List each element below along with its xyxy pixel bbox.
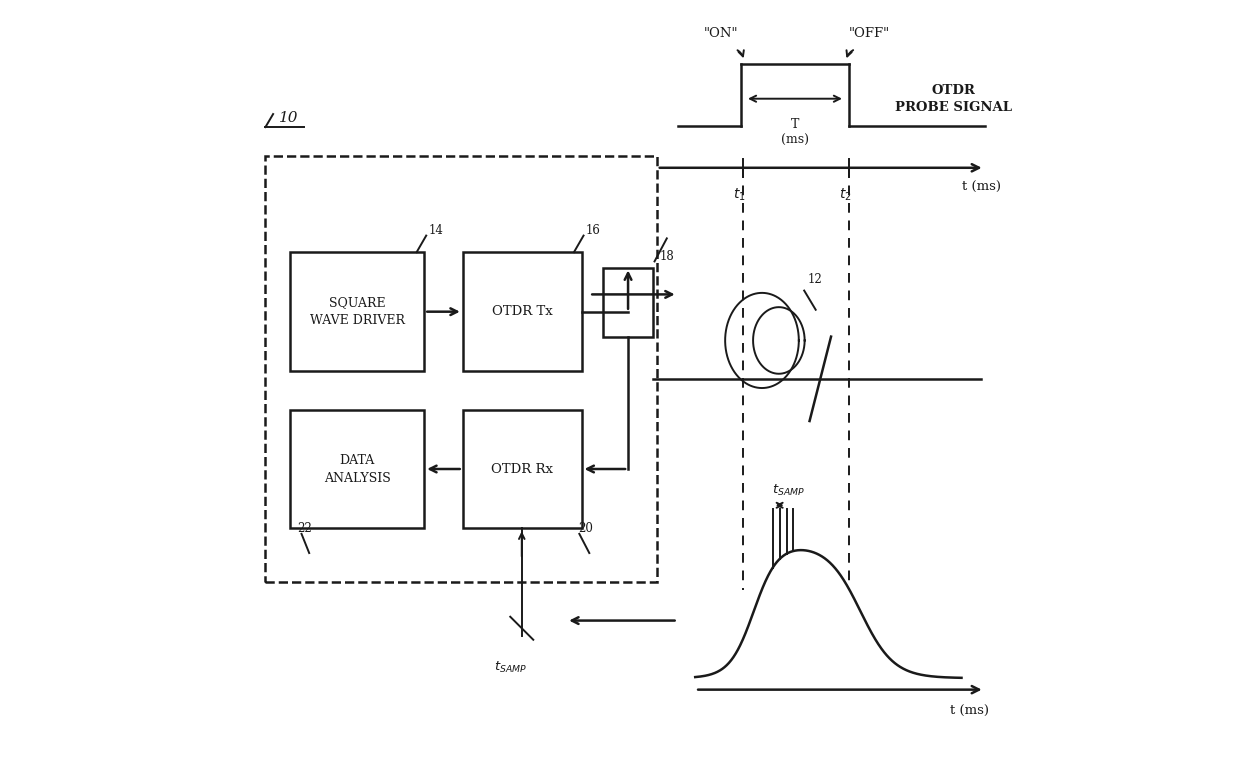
FancyBboxPatch shape	[463, 252, 582, 371]
Text: 18: 18	[660, 250, 673, 263]
Text: 10: 10	[279, 111, 298, 124]
Text: OTDR Rx: OTDR Rx	[491, 462, 553, 475]
Text: 20: 20	[578, 523, 593, 536]
Text: "OFF": "OFF"	[849, 27, 890, 40]
FancyBboxPatch shape	[290, 252, 424, 371]
Text: 22: 22	[298, 523, 312, 536]
Text: $t_1$: $t_1$	[733, 186, 746, 203]
FancyBboxPatch shape	[463, 410, 582, 529]
Text: 12: 12	[808, 273, 823, 286]
Text: 14: 14	[429, 224, 444, 237]
Text: $t_2$: $t_2$	[839, 186, 852, 203]
Text: 16: 16	[585, 224, 600, 237]
Text: $t_{SAMP}$: $t_{SAMP}$	[494, 659, 527, 675]
FancyBboxPatch shape	[290, 410, 424, 529]
Text: t (ms): t (ms)	[961, 181, 1001, 194]
Text: OTDR Tx: OTDR Tx	[492, 305, 553, 318]
Text: SQUARE
WAVE DRIVER: SQUARE WAVE DRIVER	[310, 296, 404, 327]
Text: "ON": "ON"	[704, 27, 739, 40]
Text: DATA
ANALYSIS: DATA ANALYSIS	[324, 454, 391, 485]
Text: T
(ms): T (ms)	[781, 118, 808, 147]
Text: t (ms): t (ms)	[950, 705, 990, 718]
Text: OTDR
PROBE SIGNAL: OTDR PROBE SIGNAL	[895, 83, 1012, 114]
Text: $t_{SAMP}$: $t_{SAMP}$	[773, 483, 805, 498]
FancyBboxPatch shape	[603, 267, 653, 336]
